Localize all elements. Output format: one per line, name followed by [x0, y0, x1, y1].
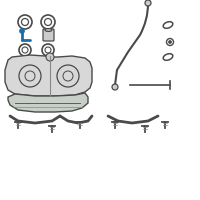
Circle shape [168, 40, 172, 44]
Circle shape [145, 0, 151, 6]
Ellipse shape [45, 28, 52, 31]
Circle shape [112, 84, 118, 90]
Circle shape [46, 53, 54, 61]
FancyBboxPatch shape [43, 29, 54, 41]
Circle shape [20, 28, 24, 33]
Polygon shape [5, 55, 92, 96]
Polygon shape [8, 93, 88, 112]
